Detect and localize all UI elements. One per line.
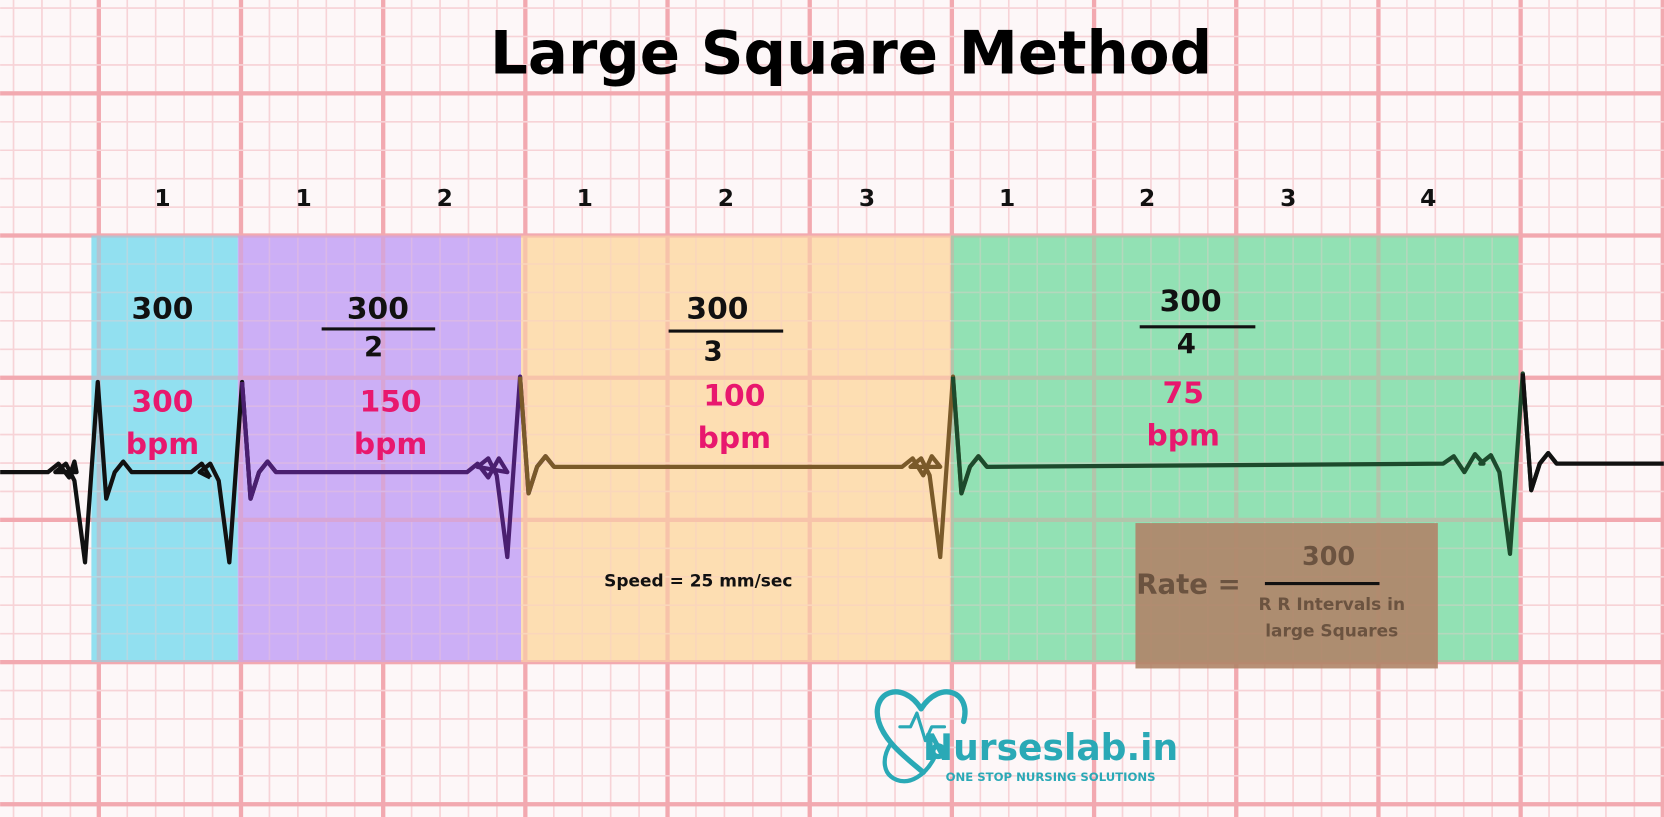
square-count: 2 [718,184,734,212]
heart-rate: 300 [131,385,193,420]
denominator: 3 [704,334,723,367]
logo-icon [874,689,968,784]
stethoscope-head [930,743,947,760]
numerator: 300 [131,291,193,326]
heart-rate-unit: bpm [354,427,427,462]
formula-box [1135,523,1438,669]
heart-rate-unit: bpm [126,427,199,462]
formula-denominator: R R Intervals in [1258,595,1405,615]
heart-rate: 150 [360,385,422,420]
formula-numerator: 300 [1302,542,1355,572]
purple-section [237,235,522,663]
cyan-section [91,235,238,663]
heart-left [874,689,926,776]
ecg-segment [1520,373,1664,493]
heart-rate: 100 [703,378,765,413]
square-count: 1 [154,184,170,212]
square-count: 1 [999,184,1015,212]
heart-right [918,689,968,725]
square-count: 2 [437,184,453,212]
denominator: 4 [1177,327,1196,360]
denominator: 2 [364,330,383,363]
square-count: 3 [1280,184,1296,212]
numerator: 300 [347,291,409,326]
logo-name: Nurseslab.in [923,727,1178,769]
square-count: 1 [295,184,311,212]
numerator: 300 [686,291,748,326]
heartbeat [898,711,947,743]
square-count: 2 [1139,184,1155,212]
logo-tagline: ONE STOP NURSING SOLUTIONS [946,770,1156,784]
square-count: 1 [577,184,593,212]
square-count: 3 [859,184,875,212]
stethoscope [882,740,936,784]
heart-rate-unit: bpm [1146,419,1219,454]
numerator: 300 [1160,284,1222,319]
ecg-trace [0,371,1664,565]
heart-rate: 75 [1163,376,1204,411]
ecg-segment [0,379,213,565]
square-count: 4 [1420,184,1436,212]
formula-denominator: large Squares [1265,621,1398,641]
heart-rate-unit: bpm [698,421,771,456]
formula-label: Rate = [1136,568,1240,601]
content: Large Square Method 1 1 2 1 2 3 1 2 3 4 300 300 bpm 30… [126,19,1437,784]
orange-section [521,235,951,663]
speed-note: Speed = 25 mm/sec [604,571,792,591]
title: Large Square Method [490,19,1212,88]
